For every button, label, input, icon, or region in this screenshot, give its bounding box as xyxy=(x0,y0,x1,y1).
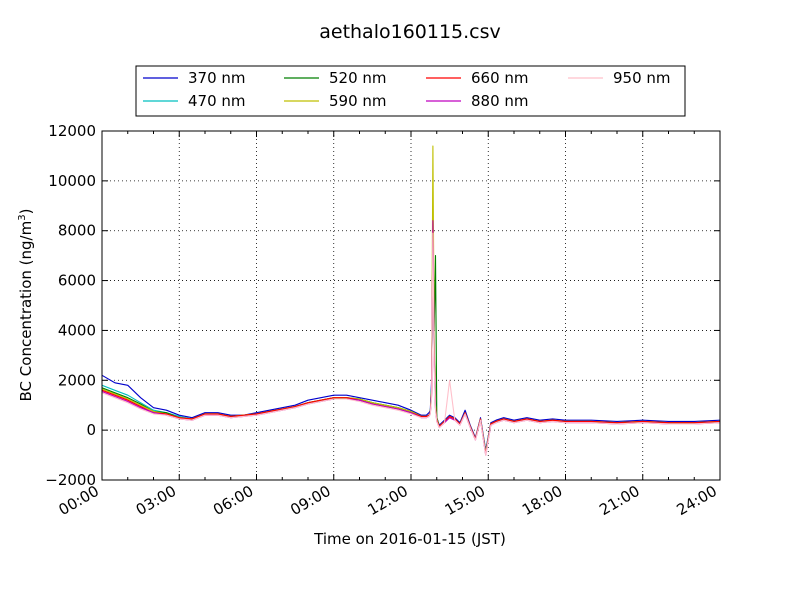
x-tick-label-3: 09:00 xyxy=(287,482,333,519)
y-tick-label-1: 0 xyxy=(86,421,96,439)
x-tick-label-4: 12:00 xyxy=(365,482,411,519)
y-axis-label-main: BC Concentration (ng/m xyxy=(17,221,35,402)
x-tick-label-5: 15:00 xyxy=(442,482,488,519)
y-tick-label-3: 4000 xyxy=(58,321,96,339)
y-axis-label: BC Concentration (ng/m3) xyxy=(17,209,35,402)
series-line-660-nm xyxy=(102,230,720,455)
x-tick-label-2: 06:00 xyxy=(210,482,256,519)
y-tick-label-2: 2000 xyxy=(58,371,96,389)
legend-label-370-nm: 370 nm xyxy=(188,69,246,87)
y-axis-label-close: ) xyxy=(17,209,35,215)
series-group xyxy=(102,145,720,456)
x-tick-label-7: 21:00 xyxy=(596,482,642,519)
y-tick-label-7: 12000 xyxy=(48,122,96,140)
legend-label-470-nm: 470 nm xyxy=(188,92,246,110)
x-axis-label: Time on 2016-01-15 (JST) xyxy=(313,530,506,548)
legend-label-950-nm: 950 nm xyxy=(613,69,671,87)
series-line-950-nm xyxy=(102,232,720,456)
legend-label-590-nm: 590 nm xyxy=(329,92,387,110)
legend-label-880-nm: 880 nm xyxy=(471,92,529,110)
legend-label-520-nm: 520 nm xyxy=(329,69,387,87)
series-line-520-nm xyxy=(102,235,720,454)
y-tick-label-6: 10000 xyxy=(48,172,96,190)
legend-box xyxy=(135,65,686,117)
x-tick-label-1: 03:00 xyxy=(133,482,179,519)
x-tick-label-6: 18:00 xyxy=(519,482,565,519)
x-tick-label-8: 24:00 xyxy=(674,482,720,519)
chart-title: aethalo160115.csv xyxy=(319,21,501,43)
chart-legend: 370 nm 470 nm 520 nm 590 nm 660 nm 880 nm 950 … xyxy=(135,65,686,117)
y-axis-label-sup: 3 xyxy=(17,214,28,220)
y-tick-label-5: 8000 xyxy=(58,222,96,240)
legend-label-660-nm: 660 nm xyxy=(471,69,529,87)
y-tick-label-0: −2000 xyxy=(45,471,96,489)
y-tick-label-4: 6000 xyxy=(58,272,96,290)
plot-area: 00:00 03:00 06:00 09:00 12:00 15:00 18:00 21:00… xyxy=(45,122,721,519)
